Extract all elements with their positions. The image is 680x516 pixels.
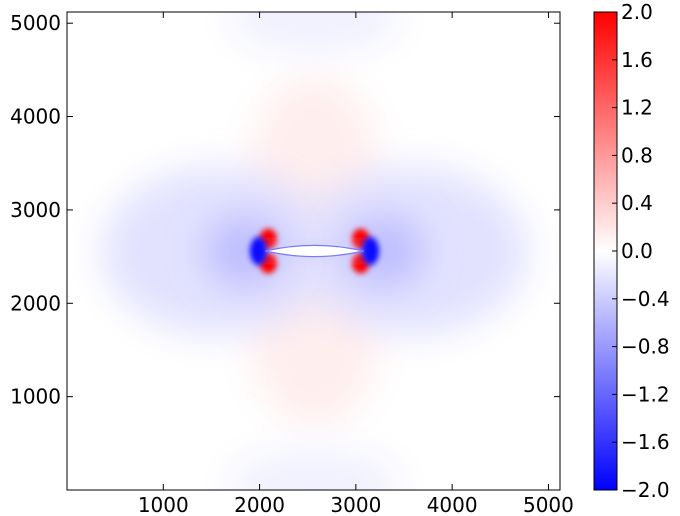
- y-tick-label: 3000: [10, 198, 61, 222]
- colorbar-tick-label: 1.2: [621, 96, 653, 120]
- colorbar-tick-label: −1.6: [621, 430, 670, 454]
- y-tick-label: 4000: [10, 105, 61, 129]
- x-tick-label: 4000: [427, 493, 478, 516]
- heatmap-field: [101, 12, 528, 490]
- colorbar-tick-label: −0.4: [621, 287, 670, 311]
- y-axis: 1000 2000 3000 4000 5000: [10, 11, 560, 409]
- field-region-12: [249, 236, 268, 266]
- x-axis: 1000 2000 3000 4000 5000: [138, 12, 574, 516]
- y-tick-label: 5000: [10, 11, 61, 35]
- y-tick-label: 1000: [10, 385, 61, 409]
- x-tick-label: 2000: [234, 493, 285, 516]
- field-region-7: [227, 448, 402, 490]
- colorbar-tick-label: −1.2: [621, 382, 670, 406]
- y-tick-label: 2000: [10, 291, 61, 315]
- colorbar-tick-label: 0.4: [621, 191, 653, 215]
- x-tick-label: 5000: [523, 493, 574, 516]
- x-tick-label: 3000: [330, 493, 381, 516]
- plot-frame: [66, 11, 561, 491]
- colorbar-tick-label: 0.0: [621, 239, 653, 263]
- field-region-6: [227, 12, 402, 55]
- colorbar-tick-label: −2.0: [621, 478, 670, 502]
- x-tick-label: 1000: [138, 493, 189, 516]
- colorbar-tick-label: −0.8: [621, 335, 670, 359]
- colorbar-tick-label: 0.8: [621, 143, 653, 167]
- crack-outline: [265, 244, 364, 258]
- field-region-13: [361, 236, 379, 266]
- colorbar-axis: 2.0 1.6 1.2 0.8 0.4 0.0 −0.4 −0.8 −1.2 −1.6 −2.0: [612, 0, 670, 502]
- colorbar-tick-label: 2.0: [621, 0, 653, 24]
- colorbar-tick-label: 1.6: [621, 48, 653, 72]
